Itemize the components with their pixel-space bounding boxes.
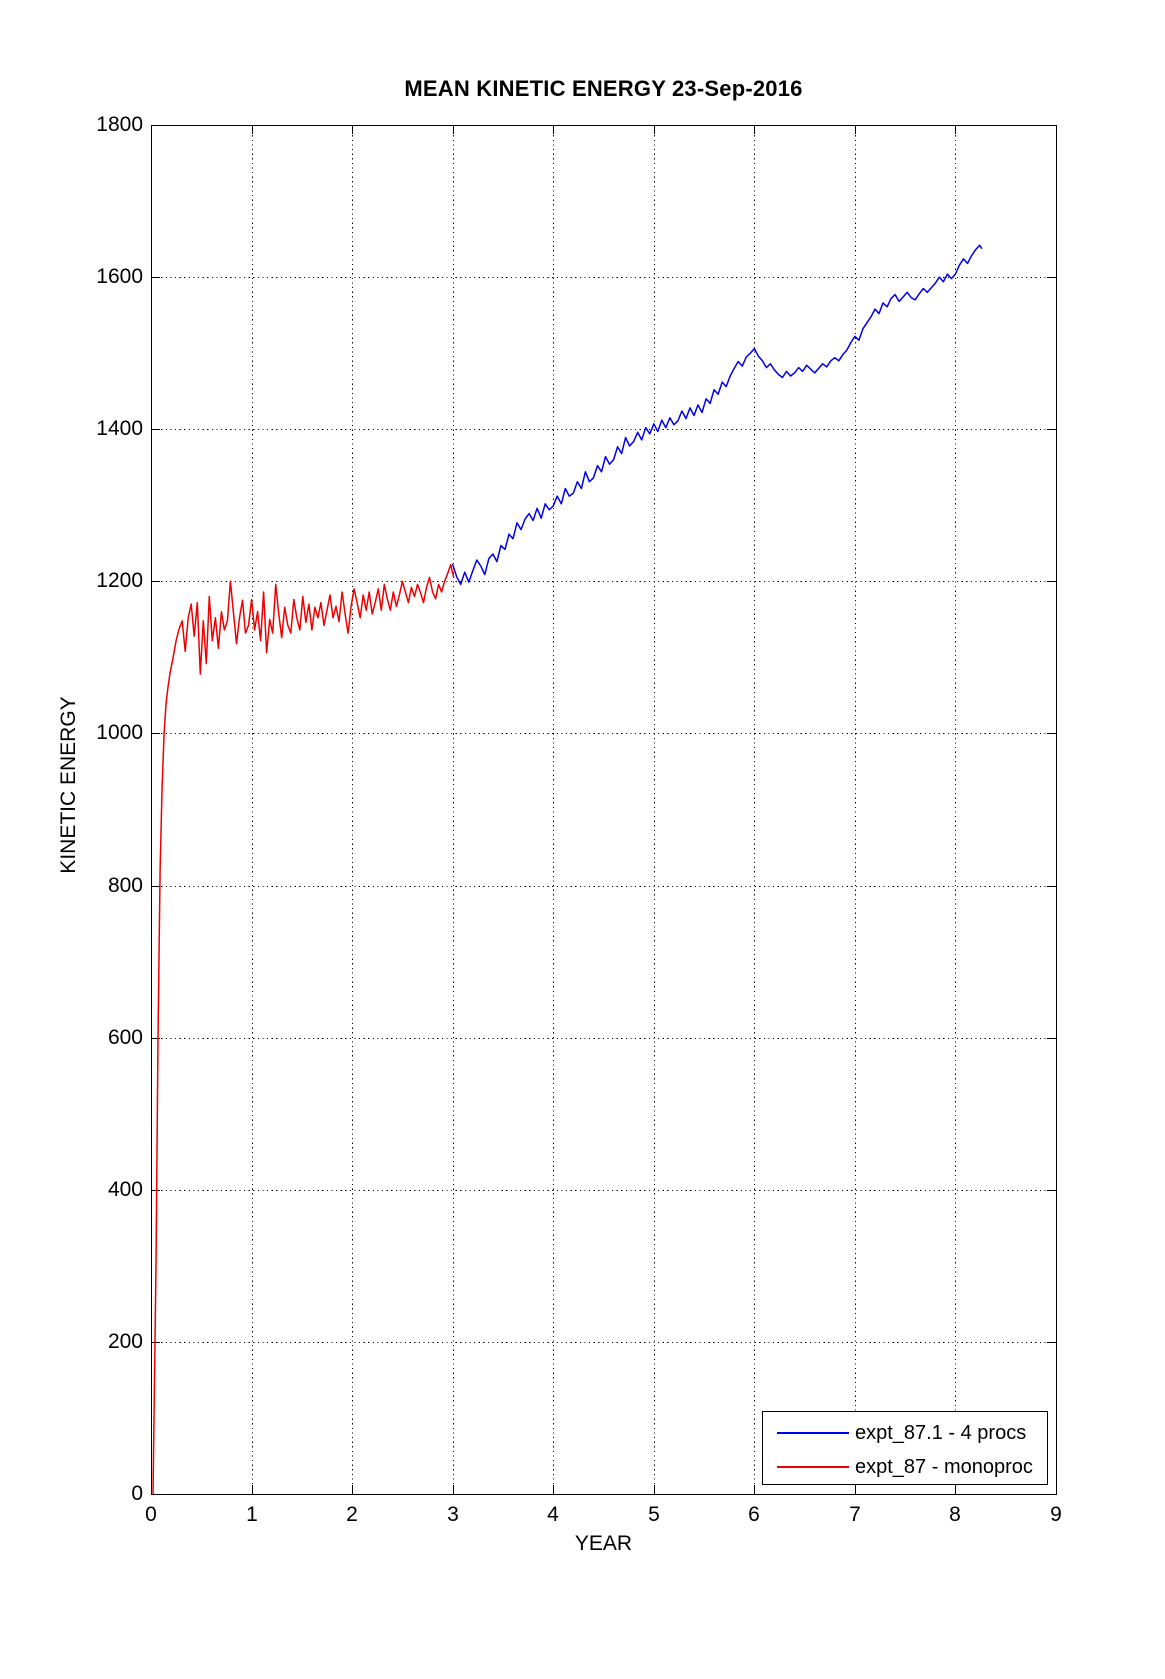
y-tick-label-800: 800 <box>107 874 143 897</box>
chart-title: MEAN KINETIC ENERGY 23-Sep-2016 <box>404 76 803 101</box>
x-tick-label-2: 2 <box>346 1503 358 1526</box>
y-tick-label-200: 200 <box>107 1330 143 1353</box>
y-tick-label-1000: 1000 <box>96 721 143 744</box>
series-line-1 <box>152 563 455 1495</box>
x-axis-label: YEAR <box>574 1532 633 1555</box>
series-line-0 <box>451 244 983 586</box>
y-tick-label-400: 400 <box>107 1178 143 1201</box>
legend-label: expt_87.1 - 4 procs <box>855 1422 1027 1444</box>
legend: expt_87.1 - 4 procs expt_87 - monoproc <box>762 1411 1048 1485</box>
y-tick-label-1400: 1400 <box>96 417 143 440</box>
legend-line-sample-red <box>777 1466 849 1468</box>
x-tick-label-5: 5 <box>648 1503 660 1526</box>
y-tick-label-1600: 1600 <box>96 265 143 288</box>
x-tick-label-9: 9 <box>1050 1503 1062 1526</box>
x-tick-label-7: 7 <box>849 1503 861 1526</box>
x-tick-label-4: 4 <box>547 1503 559 1526</box>
y-tick-label-0: 0 <box>131 1482 143 1505</box>
y-axis-label: KINETIC ENERGY <box>57 696 80 874</box>
x-tick-label-3: 3 <box>447 1503 459 1526</box>
y-tick-label-1200: 1200 <box>96 569 143 592</box>
x-tick-label-6: 6 <box>748 1503 760 1526</box>
x-tick-label-8: 8 <box>949 1503 961 1526</box>
legend-entry-monoproc: expt_87 - monoproc <box>763 1448 1047 1482</box>
x-tick-label-0: 0 <box>145 1503 157 1526</box>
legend-line-sample-blue <box>777 1432 849 1434</box>
y-tick-label-1800: 1800 <box>96 113 143 136</box>
x-tick-label-1: 1 <box>246 1503 258 1526</box>
axes-box <box>151 125 1057 1495</box>
legend-label: expt_87 - monoproc <box>855 1456 1033 1478</box>
legend-entry-4procs: expt_87.1 - 4 procs <box>763 1414 1047 1448</box>
y-tick-label-600: 600 <box>107 1026 143 1049</box>
